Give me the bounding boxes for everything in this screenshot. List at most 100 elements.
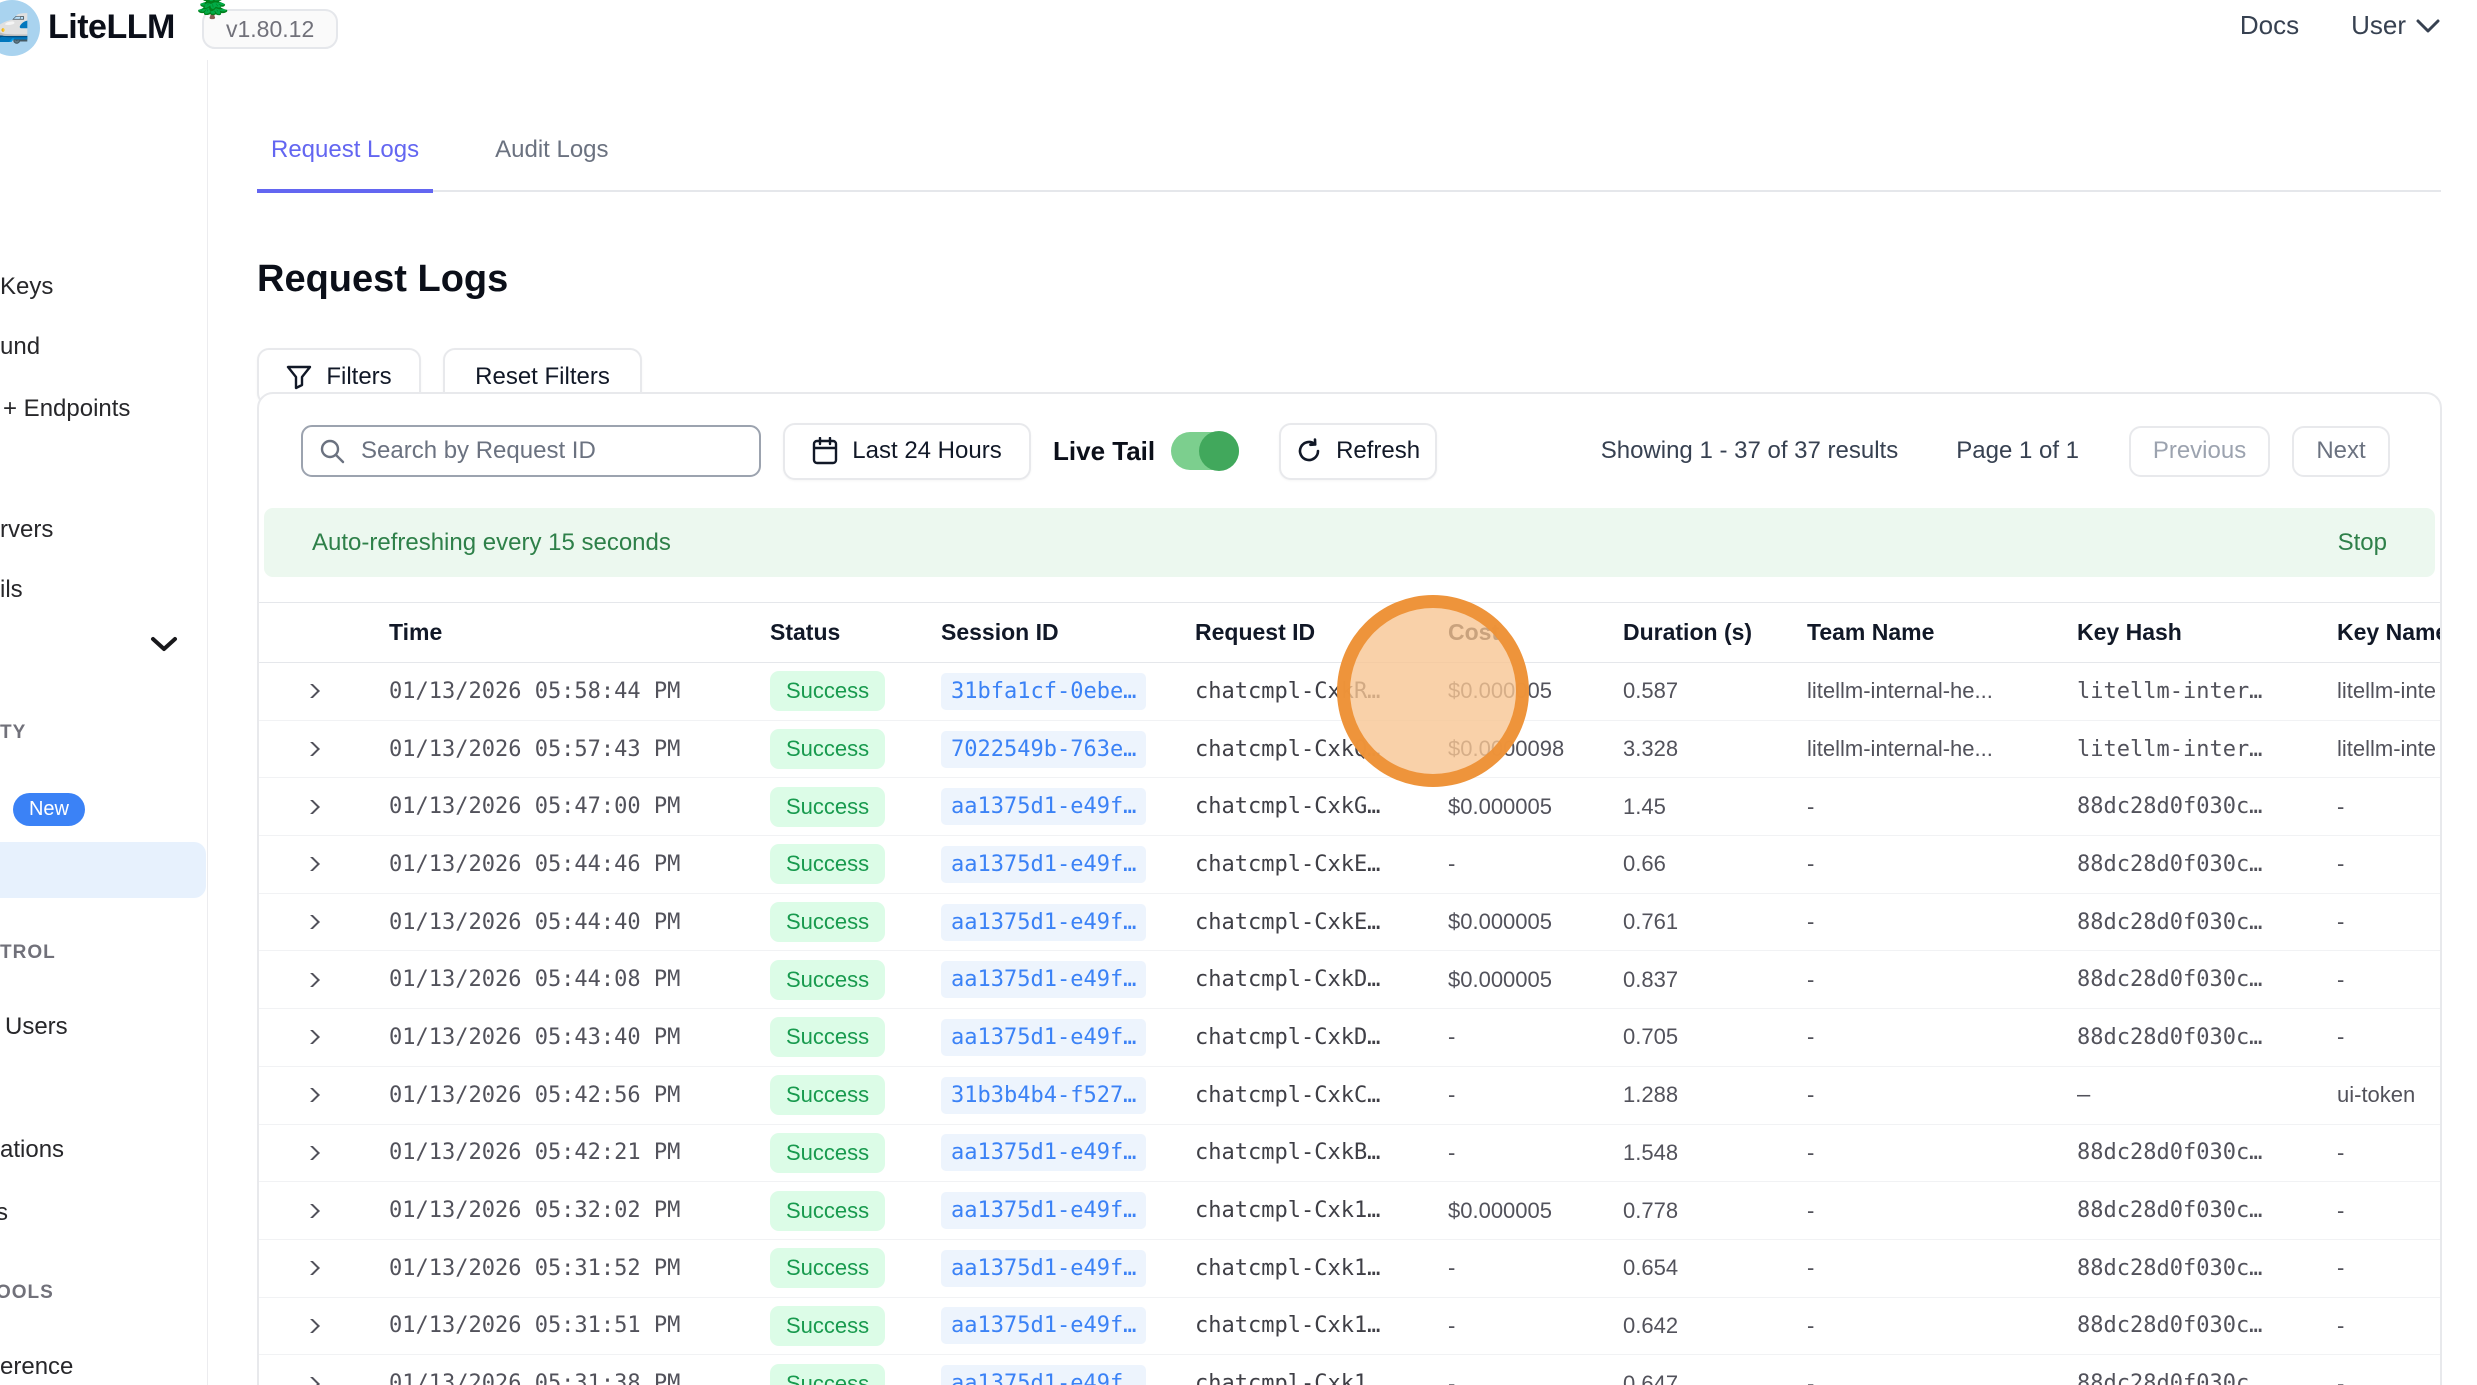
table-row[interactable]: 01/13/2026 05:47:00 PM Success aa1375d1-…: [259, 778, 2440, 837]
table-row[interactable]: 01/13/2026 05:44:46 PM Success aa1375d1-…: [259, 836, 2440, 894]
row-request-id: chatcmpl-Cxk1…: [1195, 1255, 1381, 1281]
row-session: aa1375d1-e49f…: [941, 788, 1195, 826]
row-expand-button[interactable]: [259, 1318, 389, 1333]
row-key-name: -: [2337, 1312, 2345, 1338]
row-team-name: -: [1807, 1312, 1815, 1338]
next-page-button[interactable]: Next: [2292, 425, 2390, 477]
session-id-link[interactable]: aa1375d1-e49f…: [941, 1192, 1147, 1230]
session-id-link[interactable]: aa1375d1-e49f…: [941, 1249, 1147, 1287]
row-team-name: litellm-internal-he...: [1807, 736, 1993, 762]
sidebar-item-reference[interactable]: erence: [0, 1353, 74, 1380]
col-status: Status: [770, 619, 841, 645]
row-key-name: -: [2337, 1255, 2345, 1281]
tab-request-logs[interactable]: Request Logs: [257, 136, 434, 193]
row-expand-button[interactable]: [259, 799, 389, 814]
sidebar-item-playground[interactable]: und: [0, 333, 41, 360]
previous-page-button[interactable]: Previous: [2129, 425, 2270, 477]
session-id-link[interactable]: aa1375d1-e49f…: [941, 961, 1147, 999]
row-key-name: -: [2337, 1197, 2345, 1223]
session-id-link[interactable]: aa1375d1-e49f…: [941, 788, 1147, 826]
row-status: Success: [770, 844, 941, 885]
user-menu[interactable]: User: [2351, 10, 2440, 41]
docs-link[interactable]: Docs: [2239, 10, 2300, 40]
row-session: aa1375d1-e49f…: [941, 1249, 1195, 1287]
session-id-link[interactable]: aa1375d1-e49f…: [941, 1018, 1147, 1056]
date-range-button[interactable]: Last 24 Hours: [783, 422, 1031, 480]
live-tail-toggle[interactable]: [1171, 431, 1240, 471]
sidebar-collapse-chevron-icon[interactable]: [150, 636, 178, 652]
session-id-link[interactable]: aa1375d1-e49f…: [941, 1134, 1147, 1172]
row-expand-button[interactable]: [259, 1203, 389, 1218]
row-expand-button[interactable]: [259, 1376, 389, 1385]
table-row[interactable]: 01/13/2026 05:57:43 PM Success 7022549b-…: [259, 721, 2440, 779]
sidebar-section-observability: TY: [0, 722, 27, 743]
row-key-hash: 88dc28d0f030c…: [2077, 1371, 2263, 1385]
row-expand-button[interactable]: [259, 972, 389, 987]
session-id-link[interactable]: aa1375d1-e49f…: [941, 1307, 1147, 1345]
sidebar-item-teams[interactable]: s: [0, 1199, 8, 1227]
row-team-name: -: [1807, 1197, 1815, 1223]
session-id-link[interactable]: 31bfa1cf-0ebe…: [941, 672, 1147, 710]
status-badge: Success: [770, 902, 886, 943]
row-expand-button[interactable]: [259, 857, 389, 872]
sidebar-section-tools: OOLS: [0, 1282, 54, 1303]
table-row[interactable]: 01/13/2026 05:58:44 PM Success 31bfa1cf-…: [259, 663, 2440, 721]
refresh-button[interactable]: Refresh: [1279, 422, 1438, 480]
row-duration: 1.288: [1623, 1082, 1679, 1108]
table-row[interactable]: 01/13/2026 05:43:40 PM Success aa1375d1-…: [259, 1009, 2440, 1067]
row-time: 01/13/2026 05:47:00 PM: [389, 794, 681, 820]
row-expand-button[interactable]: [259, 915, 389, 930]
table-row[interactable]: 01/13/2026 05:44:08 PM Success aa1375d1-…: [259, 951, 2440, 1010]
logs-toolbar: Last 24 Hours Live Tail Refresh Showing …: [259, 394, 2440, 508]
sidebar-item-organizations[interactable]: ations: [0, 1136, 65, 1163]
table-row[interactable]: 01/13/2026 05:31:38 PM Success aa1375d1-…: [259, 1355, 2440, 1385]
row-expand-button[interactable]: [259, 1030, 389, 1045]
row-cost: $0.000005: [1448, 966, 1552, 992]
sidebar-item-internal-users[interactable]: Users: [5, 1013, 68, 1040]
sidebar-item-virtual-keys[interactable]: Keys: [0, 273, 54, 300]
sidebar-section-access-control: TROL: [0, 942, 56, 963]
session-id-link[interactable]: aa1375d1-e49f…: [941, 903, 1147, 941]
row-cost: $0.000005: [1448, 909, 1552, 935]
row-time: 01/13/2026 05:32:02 PM: [389, 1198, 681, 1224]
row-duration: 0.642: [1623, 1312, 1679, 1338]
row-status: Success: [770, 729, 941, 770]
row-request-id: chatcmpl-CxkC…: [1195, 1082, 1381, 1108]
session-id-link[interactable]: 31b3b4b4-f527…: [941, 1076, 1147, 1114]
table-row[interactable]: 01/13/2026 05:42:21 PM Success aa1375d1-…: [259, 1125, 2440, 1183]
sidebar-item-models-endpoints[interactable]: + Endpoints: [3, 395, 131, 422]
row-expand-button[interactable]: [259, 684, 389, 699]
session-id-link[interactable]: aa1375d1-e49f…: [941, 1365, 1147, 1385]
row-time: 01/13/2026 05:44:40 PM: [389, 909, 681, 935]
table-row[interactable]: 01/13/2026 05:32:02 PM Success aa1375d1-…: [259, 1182, 2440, 1240]
chevron-right-icon: [300, 1318, 320, 1333]
row-session: aa1375d1-e49f…: [941, 903, 1195, 941]
status-badge: Success: [770, 1017, 886, 1058]
row-duration: 0.66: [1623, 851, 1666, 877]
stop-auto-refresh-link[interactable]: Stop: [2337, 528, 2387, 556]
row-cost: $0.0000098: [1448, 736, 1565, 762]
table-row[interactable]: 01/13/2026 05:31:51 PM Success aa1375d1-…: [259, 1298, 2440, 1356]
row-key-hash: 88dc28d0f030c…: [2077, 794, 2263, 820]
sidebar-item-guardrails[interactable]: ils: [0, 576, 23, 603]
row-expand-button[interactable]: [259, 1145, 389, 1160]
row-team-name: -: [1807, 909, 1815, 935]
session-id-link[interactable]: aa1375d1-e49f…: [941, 845, 1147, 883]
sidebar-item-logs-selected[interactable]: [0, 842, 206, 898]
row-cost: -: [1448, 1139, 1456, 1165]
session-id-link[interactable]: 7022549b-763e…: [941, 730, 1147, 768]
row-expand-button[interactable]: [259, 1261, 389, 1276]
row-expand-button[interactable]: [259, 1088, 389, 1103]
search-input[interactable]: [301, 425, 761, 477]
sidebar-item-servers[interactable]: rvers: [0, 516, 54, 543]
row-key-hash: 88dc28d0f030c…: [2077, 1313, 2263, 1339]
tab-audit-logs[interactable]: Audit Logs: [495, 136, 609, 163]
pagination-group: Showing 1 - 37 of 37 results Page 1 of 1…: [1601, 425, 2390, 477]
table-row[interactable]: 01/13/2026 05:31:52 PM Success aa1375d1-…: [259, 1240, 2440, 1298]
status-badge: Success: [770, 1132, 886, 1173]
row-team-name: -: [1807, 1024, 1815, 1050]
table-row[interactable]: 01/13/2026 05:42:56 PM Success 31b3b4b4-…: [259, 1067, 2440, 1125]
row-expand-button[interactable]: [259, 742, 389, 757]
chevron-right-icon: [300, 799, 320, 814]
table-row[interactable]: 01/13/2026 05:44:40 PM Success aa1375d1-…: [259, 894, 2440, 952]
